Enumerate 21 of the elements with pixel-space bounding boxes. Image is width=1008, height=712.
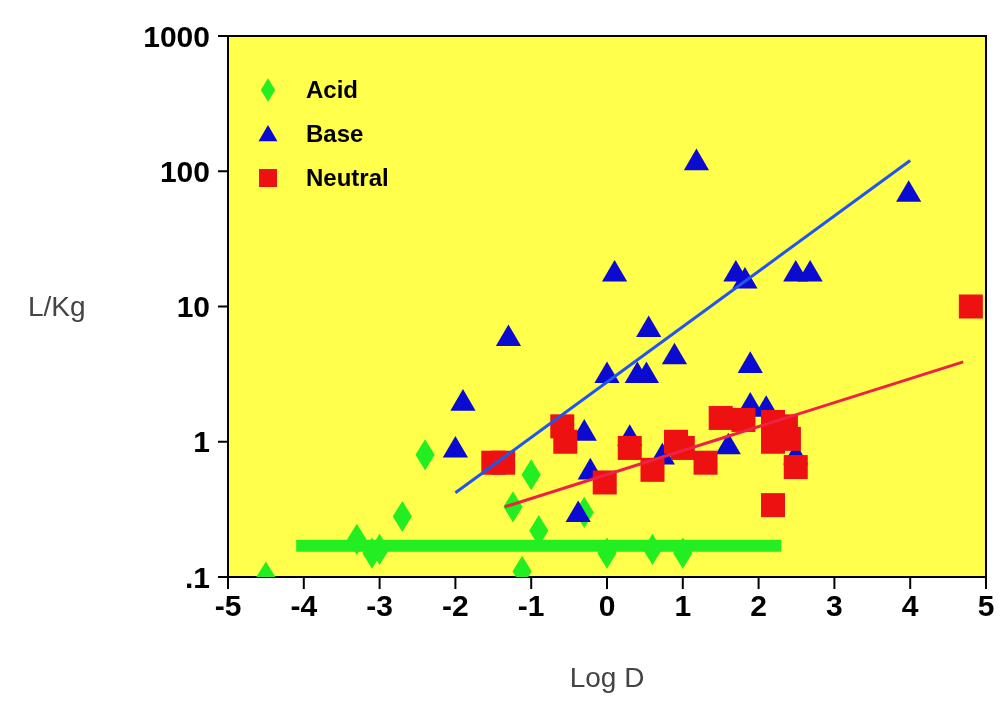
x-tick-label: -2 — [442, 589, 469, 623]
y-tick-label: 1000 — [143, 19, 210, 53]
x-tick-label: 0 — [598, 589, 616, 623]
x-tick-label: -5 — [214, 589, 242, 623]
legend-label: Acid — [306, 76, 359, 104]
x-tick-label: 3 — [826, 589, 843, 623]
x-tick-label: -4 — [290, 589, 318, 623]
y-tick-label: 1 — [193, 425, 210, 459]
x-axis-title: Log D — [569, 662, 645, 693]
x-tick-label: 2 — [750, 589, 767, 623]
y-tick-label: .1 — [184, 560, 210, 594]
y-axis-title: L/Kg — [28, 291, 86, 323]
x-tick-label: -1 — [517, 589, 545, 623]
x-tick-label: -3 — [366, 589, 393, 623]
legend-label: Base — [306, 120, 364, 148]
x-tick-label: 5 — [977, 589, 995, 623]
legend-label: Neutral — [306, 164, 389, 192]
y-tick-label: 10 — [176, 290, 210, 324]
x-tick-label: 1 — [674, 589, 692, 623]
x-tick-label: 4 — [901, 589, 919, 623]
y-tick-label: 100 — [159, 154, 210, 188]
